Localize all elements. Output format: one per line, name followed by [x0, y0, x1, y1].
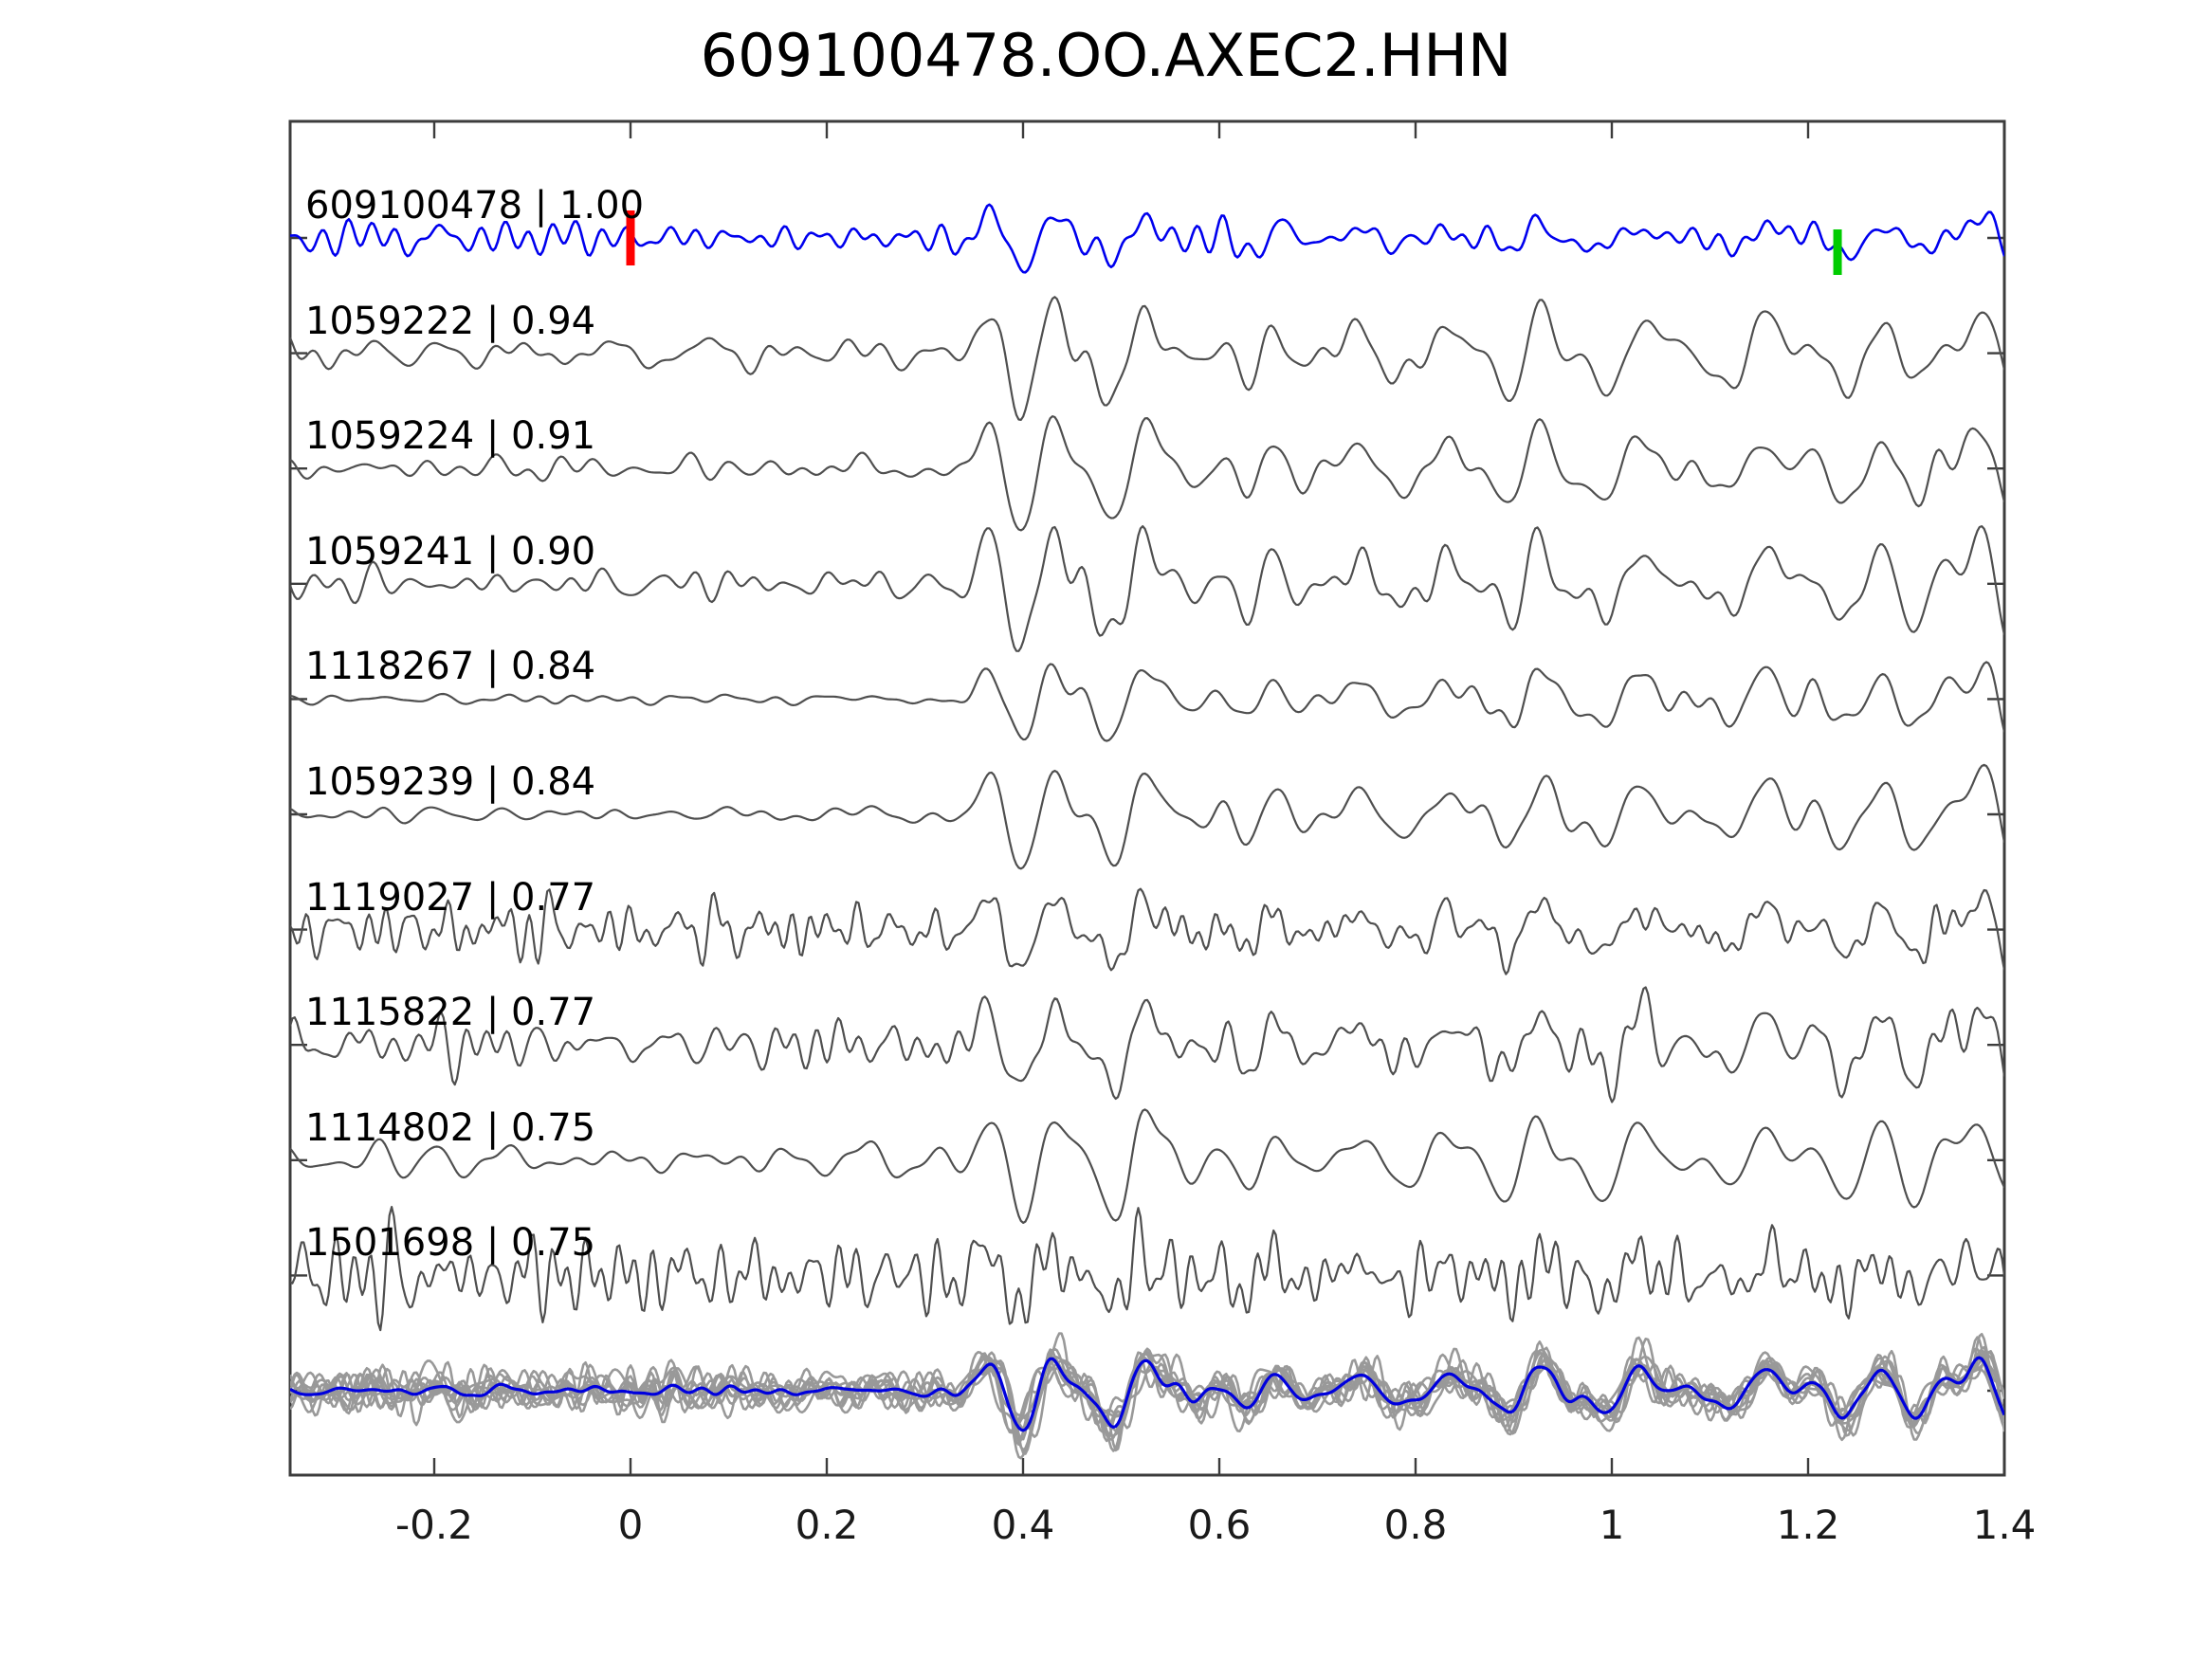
trace-waveform-1118267: [290, 661, 2004, 742]
x-tick-label: 0.8: [1383, 1502, 1448, 1548]
x-tick-label: 0.4: [991, 1502, 1055, 1548]
template-start-marker: [626, 210, 635, 265]
x-tick-label: 1.2: [1776, 1502, 1840, 1548]
x-tick-label: 0: [617, 1502, 644, 1548]
trace-label-1114802: 1114802 | 0.75: [305, 1105, 596, 1150]
trace-label-1059239: 1059239 | 0.84: [305, 760, 596, 804]
trace-waveform-1059239: [290, 763, 2004, 870]
overlay-waveform-1501698: [290, 1351, 2004, 1435]
trace-waveform-1059241: [290, 525, 2004, 652]
trace-label-1119027: 1119027 | 0.77: [305, 875, 596, 920]
overlay-waveform-template: [290, 1356, 2004, 1432]
trace-label-1059241: 1059241 | 0.90: [305, 529, 596, 574]
x-tick-label: 1: [1599, 1502, 1625, 1548]
trace-label-1501698: 1501698 | 0.75: [305, 1221, 596, 1266]
x-tick-label: 0.2: [795, 1502, 859, 1548]
trace-waveform-1114802: [290, 1108, 2004, 1224]
trace-waveform-1059224: [290, 415, 2004, 532]
trace-waveform-609100478: [290, 203, 2004, 274]
trace-label-1059224: 1059224 | 0.91: [305, 414, 596, 459]
x-tick-label: -0.2: [395, 1502, 473, 1548]
trace-label-1115822: 1115822 | 0.77: [305, 991, 596, 1035]
pick-time-marker: [1833, 229, 1842, 275]
chart-title: 609100478.OO.AXEC2.HHN: [700, 21, 1512, 90]
trace-label-1059222: 1059222 | 0.94: [305, 299, 596, 343]
x-tick-label: 0.6: [1187, 1502, 1252, 1548]
trace-waveform-1115822: [290, 986, 2004, 1103]
plot-border: [288, 119, 2006, 1477]
trace-label-609100478: 609100478 | 1.00: [305, 184, 645, 228]
trace-waveform-1119027: [290, 887, 2004, 975]
trace-waveform-1501698: [290, 1206, 2004, 1332]
x-tick-label: 1.4: [1972, 1502, 2037, 1548]
trace-label-1118267: 1118267 | 0.84: [305, 645, 596, 689]
trace-waveform-1059222: [290, 296, 2004, 421]
